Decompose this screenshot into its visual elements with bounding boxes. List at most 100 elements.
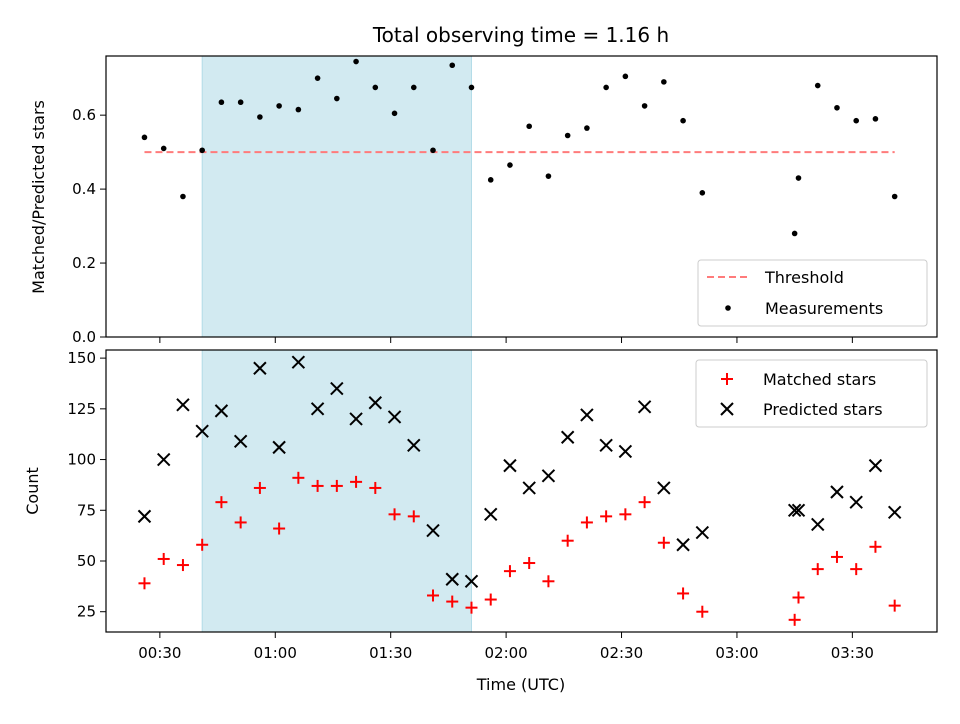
legend-measurements-swatch bbox=[725, 305, 731, 311]
count-x-tick-label: 03:00 bbox=[715, 644, 758, 662]
count-y-tick-label: 150 bbox=[67, 349, 96, 367]
predicted-stars-point bbox=[176, 398, 190, 412]
measurements-point bbox=[199, 147, 205, 154]
predicted-stars-point bbox=[830, 485, 844, 499]
predicted-stars-point bbox=[233, 434, 248, 449]
predicted-stars-point bbox=[787, 503, 802, 517]
predicted-stars-point bbox=[195, 424, 209, 438]
ratio-y-tick-label: 0.2 bbox=[72, 254, 96, 272]
ratio-y-tick-label: 0.4 bbox=[72, 180, 96, 198]
matched-stars-point bbox=[869, 540, 882, 553]
ratio-y-tick-label: 0.6 bbox=[72, 106, 96, 124]
measurements-point bbox=[449, 62, 456, 69]
count-x-tick-label: 02:30 bbox=[600, 644, 643, 662]
matched-stars-point bbox=[253, 481, 266, 494]
predicted-stars-point bbox=[157, 452, 171, 467]
measurements-point bbox=[180, 193, 186, 200]
predicted-stars-point bbox=[426, 523, 440, 538]
legend-measurements-label: Measurements bbox=[765, 299, 883, 318]
predicted-stars-point bbox=[137, 509, 152, 524]
matched-stars-point bbox=[580, 516, 593, 529]
measurements-point bbox=[410, 84, 417, 91]
count-x-tick-label: 01:00 bbox=[254, 644, 297, 662]
count-x-tick-label: 02:00 bbox=[484, 644, 527, 662]
predicted-stars-point bbox=[503, 458, 517, 473]
predicted-stars-point bbox=[291, 355, 306, 369]
matched-stars-point bbox=[542, 575, 555, 588]
matched-stars-point bbox=[446, 595, 459, 608]
matched-stars-point bbox=[600, 510, 613, 523]
predicted-stars-point bbox=[387, 410, 402, 424]
matched-stars-point bbox=[696, 605, 709, 618]
count-y-tick-label: 75 bbox=[77, 501, 96, 519]
matched-stars-point bbox=[792, 591, 805, 604]
predicted-stars-point bbox=[522, 481, 536, 495]
measurements-point bbox=[872, 116, 879, 122]
count-y-tick-label: 25 bbox=[77, 603, 96, 621]
predicted-stars-point bbox=[791, 503, 806, 517]
measurements-point bbox=[276, 103, 282, 109]
predicted-stars-point bbox=[657, 481, 671, 495]
matched-stars-point bbox=[330, 479, 343, 492]
predicted-stars-point bbox=[541, 469, 556, 483]
legend-matched-swatch bbox=[721, 373, 733, 385]
measurements-point bbox=[699, 190, 706, 196]
measurements-point bbox=[853, 117, 860, 124]
matched-stars-point bbox=[888, 599, 901, 612]
measurements-point bbox=[257, 114, 263, 120]
matched-stars-point bbox=[523, 557, 536, 570]
matched-stars-point bbox=[407, 510, 420, 523]
predicted-stars-point bbox=[253, 361, 267, 375]
measurements-point bbox=[353, 58, 359, 65]
measurements-point bbox=[314, 75, 321, 81]
measurements-point bbox=[564, 132, 571, 139]
predicted-stars-point bbox=[580, 408, 594, 422]
legend-predicted-swatch bbox=[720, 402, 734, 416]
measurements-point bbox=[661, 79, 667, 85]
measurements-point bbox=[468, 84, 475, 91]
predicted-stars-point bbox=[811, 517, 825, 532]
ratio-y-tick-label: 0.0 bbox=[72, 328, 96, 346]
matched-stars-point bbox=[234, 516, 247, 529]
matched-stars-point bbox=[427, 589, 440, 602]
predicted-stars-point bbox=[599, 438, 613, 453]
count-x-tick-label: 00:30 bbox=[138, 644, 181, 662]
ratio-panel: 0.0 0.2 0.4 0.6 Matched/Predicted stars Thr… bbox=[29, 55, 938, 346]
matched-stars-point bbox=[657, 536, 670, 549]
matched-stars-point bbox=[292, 471, 305, 484]
predicted-stars-point bbox=[695, 525, 710, 540]
predicted-stars-point bbox=[849, 495, 863, 509]
matched-stars-point bbox=[561, 534, 574, 547]
matched-stars-point bbox=[503, 565, 516, 578]
matched-stars-point bbox=[619, 508, 632, 521]
predicted-stars-point bbox=[464, 574, 479, 588]
measurements-point bbox=[391, 110, 398, 117]
predicted-stars-point bbox=[214, 404, 229, 418]
matched-stars-point bbox=[138, 577, 151, 590]
measurements-point bbox=[545, 173, 552, 179]
measurements-point bbox=[622, 73, 629, 80]
ratio-highlight-span bbox=[201, 55, 472, 338]
predicted-stars-point bbox=[407, 438, 421, 453]
count-panel: 00:30 01:00 01:30 02:00 02:30 03:00 03:30 25 50… bbox=[23, 349, 938, 694]
matched-stars-point bbox=[273, 522, 286, 535]
measurements-point bbox=[295, 106, 302, 113]
predicted-stars-point bbox=[368, 396, 383, 410]
matched-stars-point bbox=[788, 613, 801, 626]
predicted-stars-point bbox=[676, 538, 690, 552]
measurements-point bbox=[507, 162, 513, 168]
predicted-stars-point bbox=[445, 572, 459, 586]
count-legend: Matched stars Predicted stars bbox=[695, 359, 928, 428]
matched-stars-point bbox=[465, 601, 478, 614]
measurements-point bbox=[487, 177, 494, 183]
matched-stars-point bbox=[830, 550, 843, 563]
measurements-point bbox=[218, 99, 225, 106]
matched-stars-point bbox=[388, 508, 401, 521]
measurements-point bbox=[795, 175, 802, 181]
matched-stars-point bbox=[638, 496, 651, 509]
measurements-point bbox=[141, 134, 148, 141]
matched-stars-point bbox=[311, 479, 324, 492]
measurements-point bbox=[791, 230, 798, 237]
predicted-stars-point bbox=[272, 440, 286, 455]
